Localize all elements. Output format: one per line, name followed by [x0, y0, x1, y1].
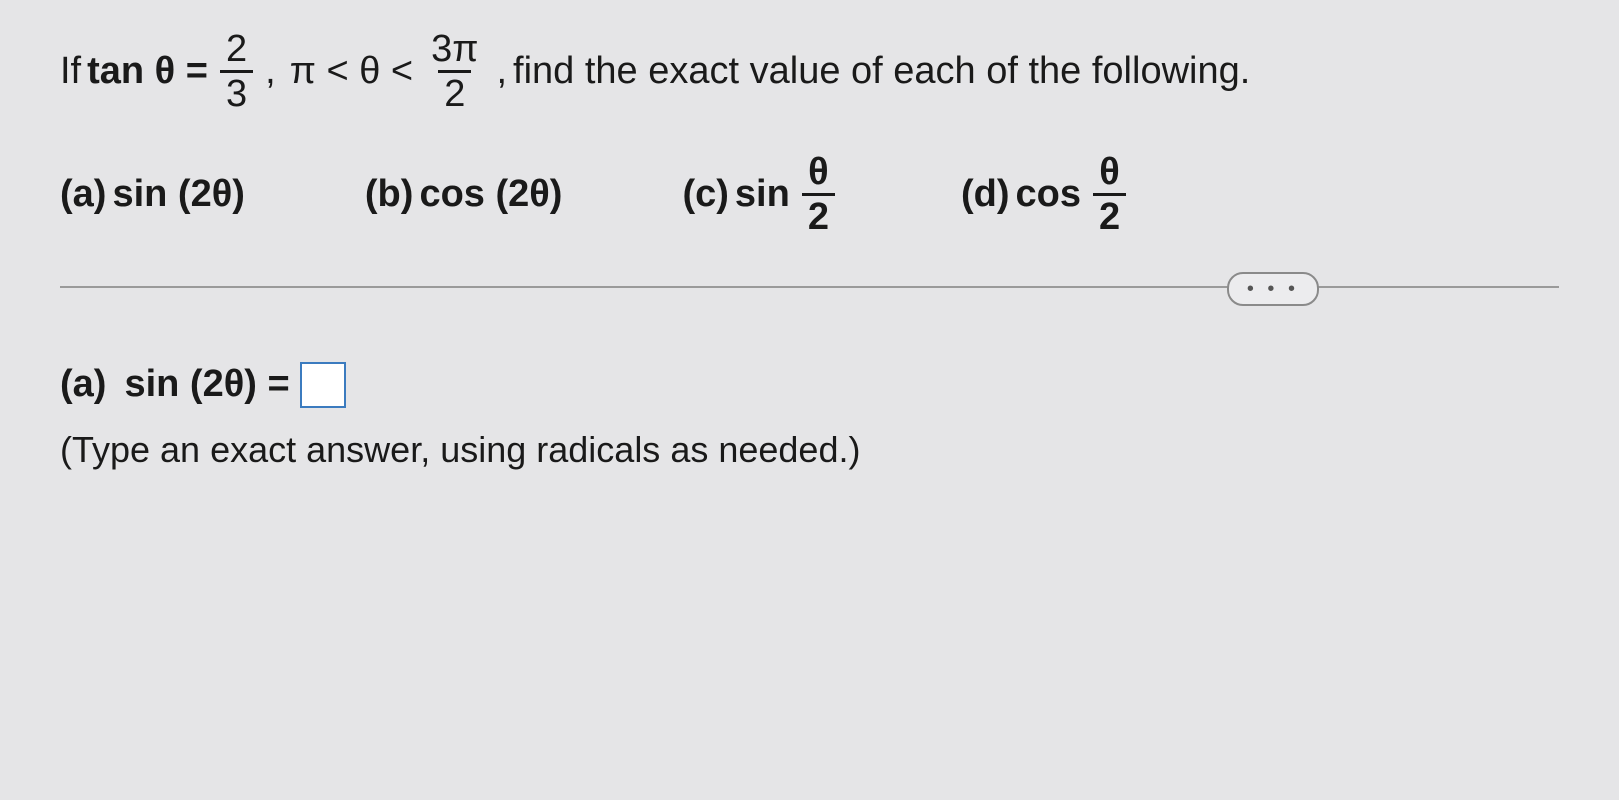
part-d-fraction: θ 2 — [1093, 153, 1126, 236]
part-b: (b) cos (2θ) — [365, 168, 563, 221]
answer-hint: (Type an exact answer, using radicals as… — [60, 425, 1559, 475]
problem-suffix: find the exact value of each of the foll… — [513, 45, 1250, 98]
parts-list: (a) sin (2θ) (b) cos (2θ) (c) sin θ 2 (d… — [60, 153, 1559, 236]
frac2-den: 2 — [438, 70, 471, 113]
answer-input[interactable] — [300, 362, 346, 408]
part-a: (a) sin (2θ) — [60, 168, 245, 221]
part-a-func: sin (2θ) — [112, 168, 244, 221]
part-c-den: 2 — [802, 193, 835, 236]
math-problem-page: If tan θ = 2 3 , π < θ < 3π 2 , find the… — [0, 0, 1619, 506]
answer-label: (a) — [60, 358, 106, 411]
comma2: , — [496, 45, 507, 98]
inequality: π < θ < — [290, 45, 413, 98]
part-c: (c) sin θ 2 — [682, 153, 841, 236]
more-button[interactable]: • • • — [1227, 272, 1319, 306]
part-d-funcpre: cos — [1016, 168, 1081, 221]
part-d-den: 2 — [1093, 193, 1126, 236]
fraction-3pi-over-2: 3π 2 — [425, 30, 484, 113]
part-c-num: θ — [802, 153, 835, 193]
part-d-label: (d) — [961, 168, 1010, 221]
part-c-fraction: θ 2 — [802, 153, 835, 236]
part-a-label: (a) — [60, 168, 106, 221]
horizontal-divider — [60, 286, 1559, 288]
part-b-label: (b) — [365, 168, 414, 221]
answer-expr: sin (2θ) = — [124, 358, 289, 411]
part-d-num: θ — [1093, 153, 1126, 193]
divider-section: • • • — [60, 286, 1559, 288]
tan-label: tan θ = — [87, 45, 208, 98]
frac1-den: 3 — [220, 70, 253, 113]
part-d: (d) cos θ 2 — [961, 153, 1132, 236]
part-c-label: (c) — [682, 168, 728, 221]
problem-statement: If tan θ = 2 3 , π < θ < 3π 2 , find the… — [60, 30, 1559, 113]
part-c-funcpre: sin — [735, 168, 790, 221]
fraction-2-over-3: 2 3 — [220, 30, 253, 113]
frac2-num: 3π — [425, 30, 484, 70]
frac1-num: 2 — [220, 30, 253, 70]
problem-prefix: If — [60, 45, 81, 98]
comma1: , — [265, 45, 276, 98]
part-b-func: cos (2θ) — [419, 168, 562, 221]
answer-row: (a) sin (2θ) = — [60, 358, 1559, 411]
